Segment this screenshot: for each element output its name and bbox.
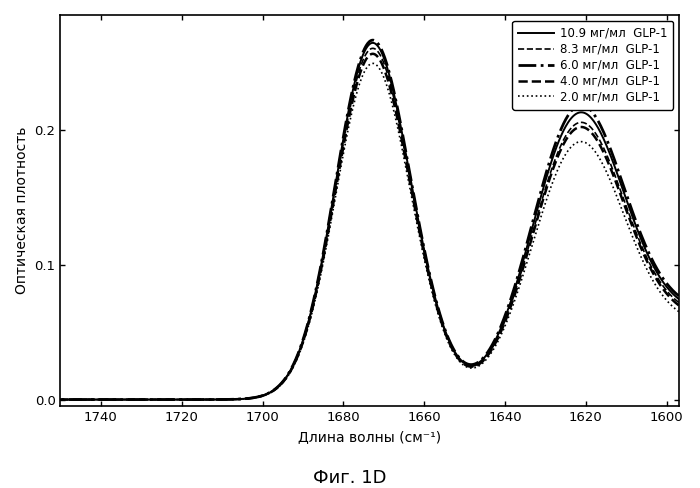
- 6.0 мг/мл  GLP-1: [298, 338, 307, 344]
- 10.9 мг/мл  GLP-1: [298, 338, 307, 344]
- 4.0 мг/мл  GLP-1: [675, 303, 683, 308]
- 10.9 мг/мл  GLP-1: [315, 273, 323, 279]
- 2.0 мг/мл  GLP-1: [315, 281, 323, 286]
- 4.0 мг/мл  GLP-1: [369, 51, 377, 57]
- 8.3 мг/мл  GLP-1: [369, 45, 377, 51]
- 10.9 мг/мл  GLP-1: [280, 377, 288, 383]
- 8.3 мг/мл  GLP-1: [315, 275, 323, 281]
- 4.0 мг/мл  GLP-1: [637, 245, 645, 251]
- 10.9 мг/мл  GLP-1: [675, 296, 683, 302]
- 10.9 мг/мл  GLP-1: [369, 40, 377, 46]
- 4.0 мг/мл  GLP-1: [280, 378, 288, 384]
- 10.9 мг/мл  GLP-1: [205, 397, 214, 403]
- 2.0 мг/мл  GLP-1: [675, 309, 683, 315]
- 8.3 мг/мл  GLP-1: [280, 378, 288, 384]
- 6.0 мг/мл  GLP-1: [56, 397, 64, 403]
- 6.0 мг/мл  GLP-1: [315, 272, 323, 278]
- 4.0 мг/мл  GLP-1: [56, 397, 64, 403]
- 8.3 мг/мл  GLP-1: [205, 397, 214, 403]
- 4.0 мг/мл  GLP-1: [298, 340, 307, 346]
- 8.3 мг/мл  GLP-1: [298, 339, 307, 345]
- 2.0 мг/мл  GLP-1: [280, 378, 288, 384]
- Line: 10.9 мг/мл  GLP-1: 10.9 мг/мл GLP-1: [60, 43, 679, 400]
- 4.0 мг/мл  GLP-1: [315, 277, 323, 283]
- Y-axis label: Оптическая плотность: Оптическая плотность: [15, 127, 29, 294]
- 6.0 мг/мл  GLP-1: [369, 37, 377, 43]
- Line: 6.0 мг/мл  GLP-1: 6.0 мг/мл GLP-1: [60, 40, 679, 400]
- 6.0 мг/мл  GLP-1: [280, 377, 288, 383]
- 8.3 мг/мл  GLP-1: [56, 397, 64, 403]
- 6.0 мг/мл  GLP-1: [141, 397, 150, 403]
- 2.0 мг/мл  GLP-1: [141, 397, 150, 403]
- 10.9 мг/мл  GLP-1: [141, 397, 150, 403]
- Line: 4.0 мг/мл  GLP-1: 4.0 мг/мл GLP-1: [60, 54, 679, 400]
- 10.9 мг/мл  GLP-1: [637, 236, 645, 242]
- 2.0 мг/мл  GLP-1: [298, 342, 307, 347]
- 2.0 мг/мл  GLP-1: [369, 61, 377, 66]
- 8.3 мг/мл  GLP-1: [637, 242, 645, 247]
- Legend: 10.9 мг/мл  GLP-1, 8.3 мг/мл  GLP-1, 6.0 мг/мл  GLP-1, 4.0 мг/мл  GLP-1, 2.0 мг/: 10.9 мг/мл GLP-1, 8.3 мг/мл GLP-1, 6.0 м…: [512, 21, 673, 109]
- 2.0 мг/мл  GLP-1: [56, 397, 64, 403]
- 10.9 мг/мл  GLP-1: [56, 397, 64, 403]
- 6.0 мг/мл  GLP-1: [205, 397, 214, 403]
- 6.0 мг/мл  GLP-1: [637, 231, 645, 237]
- 8.3 мг/мл  GLP-1: [141, 397, 150, 403]
- X-axis label: Длина волны (см⁻¹): Длина волны (см⁻¹): [298, 430, 441, 444]
- 2.0 мг/мл  GLP-1: [637, 254, 645, 260]
- 2.0 мг/мл  GLP-1: [205, 397, 214, 403]
- Line: 8.3 мг/мл  GLP-1: 8.3 мг/мл GLP-1: [60, 48, 679, 400]
- 6.0 мг/мл  GLP-1: [675, 293, 683, 299]
- 4.0 мг/мл  GLP-1: [141, 397, 150, 403]
- Line: 2.0 мг/мл  GLP-1: 2.0 мг/мл GLP-1: [60, 63, 679, 400]
- Text: Фиг. 1D: Фиг. 1D: [314, 469, 386, 487]
- 4.0 мг/мл  GLP-1: [205, 397, 214, 403]
- 8.3 мг/мл  GLP-1: [675, 300, 683, 305]
